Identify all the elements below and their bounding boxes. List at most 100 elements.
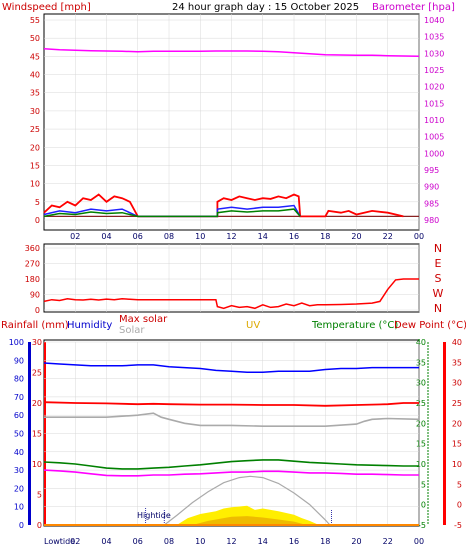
barometer-tick-label: 980 [424,216,439,225]
direction-tick-label: 270 [25,260,40,269]
direction-line [43,278,419,310]
rain-tick-label: 10 [32,460,42,469]
weather-x-tick-label: 02 [70,537,80,546]
weather-x-tick-label: 00 [414,537,424,546]
wind-tick-label: 10 [30,180,40,189]
weather-x-tick-label: 18 [320,537,330,546]
dewpoint-tick-label: 5 [457,480,462,489]
wind-x-tick-label: 08 [164,232,174,241]
humidity-tick-label: 60 [14,411,24,420]
compass-label: N [434,302,442,315]
wind-gust-line [43,193,404,218]
dewpoint-tick-label: -5 [454,521,462,530]
wind-tick-label: 50 [30,34,40,43]
temperature-axis-title: Temperature (°C) [311,320,398,331]
wind-x-tick-label: 06 [133,232,143,241]
compass-label: E [435,257,442,270]
weather-x-tick-label: 20 [351,537,361,546]
wind-tick-label: 15 [30,161,40,170]
wind-axis-title: Windspeed [mph] [2,2,91,13]
wind-tick-label: 40 [30,71,40,80]
humidity-tick-label: 50 [14,430,24,439]
maxsolar-legend: Max solar [119,314,168,325]
weather-x-tick-label: 08 [164,537,174,546]
humidity-tick-label: 40 [14,448,24,457]
uv-legend: UV [246,320,260,331]
direction-tick-label: 360 [25,244,40,253]
dewpoint-tick-label: 15 [452,440,462,449]
dewpoint-tick-label: 20 [452,419,462,428]
temperature-tick-label: 30 [416,379,426,388]
lowtide-label: Lowtide [44,537,75,546]
wind-x-tick-label: 18 [320,232,330,241]
dewpoint-tick-label: 30 [452,379,462,388]
weather-x-tick-label: 16 [289,537,299,546]
compass-label: N [434,242,442,255]
max-temperature-line [43,401,419,407]
barometer-tick-label: 1015 [424,99,444,108]
humidity-tick-label: 90 [14,356,24,365]
humidity-line [43,362,419,373]
barometer-tick-label: 985 [424,199,439,208]
wind-tick-label: 25 [30,125,40,134]
weather-x-tick-label: 14 [258,537,268,546]
temperature-tick-label: 5 [421,480,426,489]
humidity-tick-label: 0 [19,521,24,530]
wind-tick-label: 20 [30,143,40,152]
wind-tick-label: 55 [30,16,40,25]
direction-tick-label: 0 [35,306,40,315]
weather-x-tick-label: 22 [383,537,393,546]
dewpoint-tick-label: 10 [452,460,462,469]
rain-tick-label: 30 [32,338,42,347]
wind-x-tick-label: 04 [101,232,111,241]
wind-x-tick-label: 02 [70,232,80,241]
dewpoint-tick-label: 35 [452,358,462,367]
temperature-tick-label: 25 [416,399,426,408]
barometer-tick-label: 1010 [424,116,444,125]
rain-tick-label: 20 [32,399,42,408]
weather-x-tick-label: 04 [101,537,111,546]
dewpoint-line [43,469,419,477]
dewpoint-axis-bar [443,342,446,525]
rain-tick-label: 5 [37,491,42,500]
barometer-tick-label: 1035 [424,33,444,42]
wind-x-tick-label: 12 [226,232,236,241]
temperature-tick-label: 20 [416,419,426,428]
temperature-tick-label: 35 [416,358,426,367]
barometer-tick-label: 1005 [424,133,444,142]
direction-tick-label: 180 [25,275,40,284]
compass-label: S [435,272,442,285]
barometer-tick-label: 1030 [424,49,444,58]
temperature-tick-label: 15 [416,440,426,449]
temperature-tick-label: -5 [418,521,426,530]
wind-x-tick-label: 10 [195,232,205,241]
dewpoint-tick-label: 25 [452,399,462,408]
weather-x-tick-label: 12 [226,537,236,546]
wind-x-tick-label: 00 [414,232,424,241]
dewpoint-tick-label: 40 [452,338,462,347]
barometer-tick-label: 1040 [424,16,444,25]
humidity-tick-label: 100 [9,338,24,347]
wind-tick-label: 5 [35,198,40,207]
weather-x-tick-label: 06 [133,537,143,546]
wind-tick-label: 45 [30,52,40,61]
uv-area [192,516,307,525]
temperature-tick-label: 0 [421,501,426,510]
compass-label: W [433,287,444,300]
solar-legend: Solar [119,325,145,336]
barometer-line [43,47,420,58]
wind-tick-label: 30 [30,107,40,116]
maxsolar-curve [163,475,331,526]
humidity-tick-label: 30 [14,466,24,475]
rain-tick-label: 15 [32,430,42,439]
wind-tick-label: 0 [35,216,40,225]
temperature-tick-label: 10 [416,460,426,469]
humidity-tick-label: 20 [14,484,24,493]
barometer-tick-label: 995 [424,166,439,175]
wind-tick-label: 35 [30,89,40,98]
barometer-axis-title: Barometer [hpa] [372,2,455,13]
min-temperature-line [44,412,420,428]
wind-x-tick-label: 14 [258,232,268,241]
rain-tick-label: 25 [32,369,42,378]
